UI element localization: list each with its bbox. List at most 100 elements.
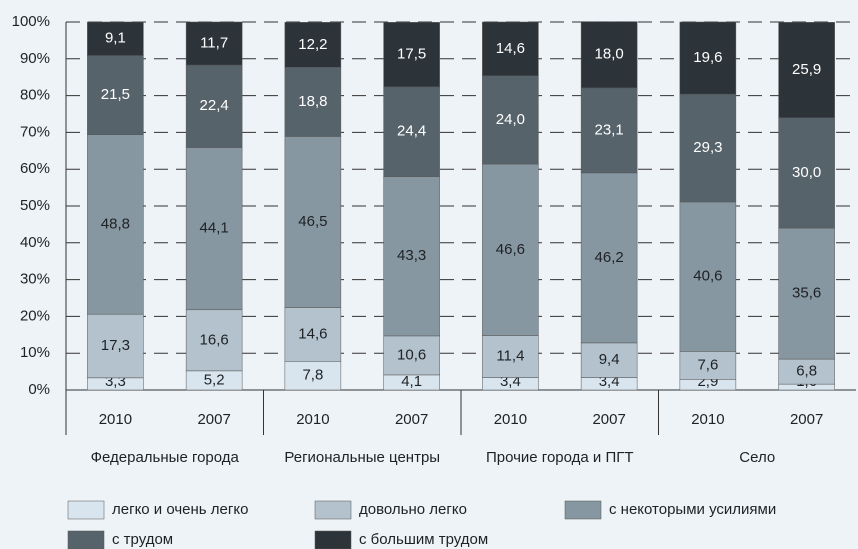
- group-label: Село: [739, 449, 775, 466]
- value-label: 18,8: [298, 93, 327, 110]
- bar-segment: [679, 201, 737, 352]
- bar-segment: [185, 21, 243, 66]
- legend-label: с некоторыми усилиями: [609, 501, 776, 518]
- value-label: 10,6: [397, 346, 426, 363]
- bar-segment: [778, 358, 835, 385]
- x-tick-label: 2010: [494, 411, 527, 428]
- x-tick-label: 2007: [592, 411, 625, 428]
- bar-segment: [185, 309, 243, 372]
- value-label: 30,0: [792, 164, 821, 181]
- bar-segment: [185, 64, 243, 148]
- value-label: 43,3: [397, 247, 426, 264]
- legend-swatch: [314, 530, 352, 549]
- x-tick-label: 2010: [99, 411, 132, 428]
- value-label: 7,8: [302, 367, 323, 384]
- group-label: Федеральные города: [91, 449, 240, 466]
- value-label: 14,6: [496, 40, 525, 57]
- x-tick-label: 2007: [197, 411, 230, 428]
- value-label: 17,5: [397, 46, 426, 63]
- bar-segment: [87, 313, 144, 379]
- value-label: 16,6: [200, 331, 229, 348]
- value-label: 48,8: [101, 215, 130, 232]
- value-label: 18,0: [595, 46, 624, 63]
- value-label: 12,2: [298, 36, 327, 53]
- bar-segment: [284, 67, 342, 137]
- y-tick-label: 20%: [20, 307, 50, 324]
- bar-segment: [580, 342, 638, 378]
- bar-segment: [284, 136, 342, 308]
- bar-segment: [383, 86, 440, 177]
- bar-segment: [284, 307, 342, 362]
- value-label: 5,2: [204, 371, 225, 388]
- value-label: 29,3: [693, 139, 722, 156]
- legend-label: легко и очень легко: [112, 501, 248, 518]
- group-label: Прочие города и ПГТ: [486, 449, 634, 466]
- bar-segment: [580, 87, 638, 174]
- legend-swatch: [564, 500, 602, 520]
- y-tick-label: 50%: [20, 197, 50, 214]
- value-label: 7,6: [697, 356, 718, 373]
- value-label: 25,9: [792, 61, 821, 78]
- y-tick-label: 90%: [20, 50, 50, 67]
- bar-segment: [284, 361, 342, 391]
- value-label: 14,6: [298, 325, 327, 342]
- bar-segment: [679, 21, 737, 95]
- value-label: 21,5: [101, 86, 130, 103]
- value-label: 44,1: [200, 220, 229, 237]
- bar-segment: [383, 176, 440, 337]
- y-tick-label: 60%: [20, 160, 50, 177]
- value-label: 46,2: [595, 249, 624, 266]
- bar-segment: [482, 163, 539, 336]
- bar-segment: [87, 55, 144, 135]
- bar-segment: [383, 22, 440, 88]
- bar-segment: [482, 75, 539, 165]
- value-label: 35,6: [792, 285, 821, 302]
- y-tick-label: 30%: [20, 271, 50, 288]
- y-tick-label: 0%: [28, 381, 50, 398]
- x-tick-label: 2010: [691, 411, 724, 428]
- bar-segment: [679, 351, 737, 380]
- value-label: 11,4: [496, 347, 524, 364]
- bar-segment: [778, 22, 835, 118]
- legend-label: с большим трудом: [359, 531, 488, 548]
- legend-label: довольно легко: [359, 501, 467, 518]
- value-label: 9,4: [599, 351, 620, 368]
- bar-segment: [383, 335, 440, 376]
- y-tick-label: 10%: [20, 344, 50, 361]
- value-label: 22,4: [200, 97, 229, 114]
- group-label: Региональные центры: [284, 449, 440, 466]
- bar-segment: [778, 227, 835, 360]
- value-label: 40,6: [693, 268, 722, 285]
- bar-segment: [482, 21, 539, 76]
- value-label: 6,8: [796, 363, 817, 380]
- x-tick-label: 2007: [790, 411, 823, 428]
- y-tick-label: 70%: [20, 123, 50, 140]
- value-label: 11,7: [200, 34, 228, 51]
- bar-segment: [284, 22, 342, 68]
- value-label: 46,6: [496, 241, 525, 258]
- bar-segment: [580, 21, 638, 89]
- value-label: 46,5: [298, 213, 327, 230]
- legend-swatch: [67, 530, 105, 549]
- x-tick-label: 2010: [296, 411, 329, 428]
- bar-segment: [580, 172, 638, 344]
- bar-segment: [185, 147, 243, 311]
- bar-segment: [87, 21, 144, 56]
- value-label: 17,3: [101, 337, 130, 354]
- legend-label: с трудом: [112, 531, 173, 548]
- value-label: 24,0: [496, 111, 525, 128]
- y-tick-label: 80%: [20, 87, 50, 104]
- legend-swatch: [67, 500, 105, 520]
- value-label: 9,1: [105, 30, 126, 47]
- value-label: 24,4: [397, 123, 426, 140]
- bar-segment: [679, 93, 737, 203]
- value-label: 23,1: [595, 121, 624, 138]
- value-label: 4,1: [401, 373, 422, 390]
- y-tick-label: 40%: [20, 234, 50, 251]
- x-tick-label: 2007: [395, 411, 428, 428]
- legend-swatch: [314, 500, 352, 520]
- bar-segment: [87, 134, 144, 315]
- bar-segment: [778, 117, 835, 229]
- value-label: 19,6: [693, 49, 722, 66]
